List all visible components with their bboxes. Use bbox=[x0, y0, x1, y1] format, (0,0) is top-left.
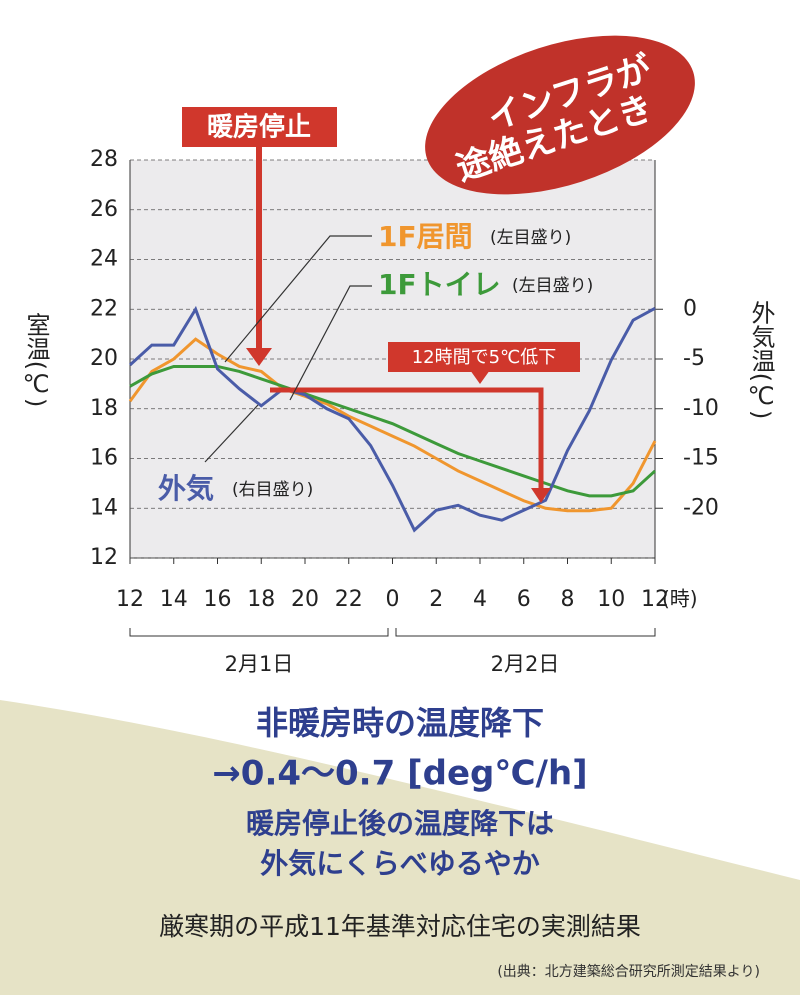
x-tick-label: 22 bbox=[335, 587, 363, 612]
y-tick-label: 28 bbox=[90, 147, 118, 172]
y2-tick-label: 0 bbox=[683, 296, 697, 321]
scale-note: (右目盛り) bbox=[232, 480, 313, 500]
drop-label: 12時間で5℃低下 bbox=[412, 347, 557, 368]
bubble bbox=[425, 35, 695, 195]
y-tick-label: 26 bbox=[90, 197, 118, 222]
x-tick-label: 12 bbox=[116, 587, 144, 612]
leader bbox=[224, 235, 372, 363]
annotations: インフラが 途絶えたとき 暖房停止 12時間で5℃低下 1F居間 (左目盛り) … bbox=[158, 35, 695, 505]
scale-note: (左目盛り) bbox=[512, 276, 593, 296]
y-tick-label: 12 bbox=[90, 545, 118, 570]
source: (出典：北方建築総合研究所測定結果より) bbox=[497, 964, 760, 980]
x-tick-label: 0 bbox=[386, 587, 400, 612]
legend-label: 1F居間 bbox=[378, 220, 473, 253]
date-label: 2月2日 bbox=[491, 652, 560, 676]
drop-pointer bbox=[470, 370, 490, 384]
series-line bbox=[128, 305, 656, 533]
leader bbox=[289, 285, 372, 401]
y2-tick-label: -10 bbox=[683, 396, 719, 421]
x-tick-label: 6 bbox=[517, 587, 531, 612]
y-tick-label: 24 bbox=[90, 247, 118, 272]
x-tick-label: 10 bbox=[597, 587, 625, 612]
y-tick-label: 14 bbox=[90, 495, 118, 520]
heating-stop-label: 暖房停止 bbox=[207, 112, 311, 143]
legend-label: 1Fトイレ bbox=[378, 268, 501, 301]
x-tick-label: 16 bbox=[204, 587, 232, 612]
arrow-head bbox=[246, 348, 272, 366]
arrow-head bbox=[531, 488, 551, 503]
headline: 非暖房時の温度降下 bbox=[256, 704, 544, 742]
x-tick-label: 4 bbox=[473, 587, 487, 612]
scale-note: (左目盛り) bbox=[490, 228, 571, 248]
background-wave bbox=[0, 700, 800, 995]
legend-label: 外気 bbox=[158, 472, 214, 505]
heating-stop-box bbox=[182, 107, 337, 147]
x-tick-label: 2 bbox=[429, 587, 443, 612]
note: 暖房停止後の温度降下は bbox=[246, 807, 554, 840]
y2-axis-label: 外気温(℃) bbox=[747, 301, 775, 420]
series-lines bbox=[128, 305, 657, 533]
y2-tick-label: -15 bbox=[683, 446, 719, 471]
y2-tick-label: -5 bbox=[683, 346, 705, 371]
y-axis-label: 室温(℃) bbox=[22, 313, 50, 408]
rate: →0.4〜0.7 [deg℃/h] bbox=[212, 754, 587, 794]
drop-line bbox=[270, 387, 544, 490]
y-tick-label: 16 bbox=[90, 446, 118, 471]
y-tick-label: 22 bbox=[90, 296, 118, 321]
drop-box bbox=[388, 342, 580, 372]
x-tick-label: 12 bbox=[641, 587, 669, 612]
x-tick-label: 18 bbox=[247, 587, 275, 612]
x-tick-label: 8 bbox=[561, 587, 575, 612]
x-tick-label: 20 bbox=[291, 587, 319, 612]
date-label: 2月1日 bbox=[225, 652, 294, 676]
summary: 厳寒期の平成11年基準対応住宅の実測結果 bbox=[159, 912, 641, 941]
x-unit: (時) bbox=[662, 587, 698, 611]
x-tick-label: 14 bbox=[160, 587, 188, 612]
note: 外気にくらべゆるやか bbox=[260, 847, 539, 880]
date-bracket bbox=[129, 628, 656, 637]
leader bbox=[204, 404, 259, 463]
y2-tick-label: -20 bbox=[683, 495, 719, 520]
y-tick-label: 20 bbox=[90, 346, 118, 371]
y-tick-label: 18 bbox=[90, 396, 118, 421]
series-line bbox=[128, 337, 657, 513]
